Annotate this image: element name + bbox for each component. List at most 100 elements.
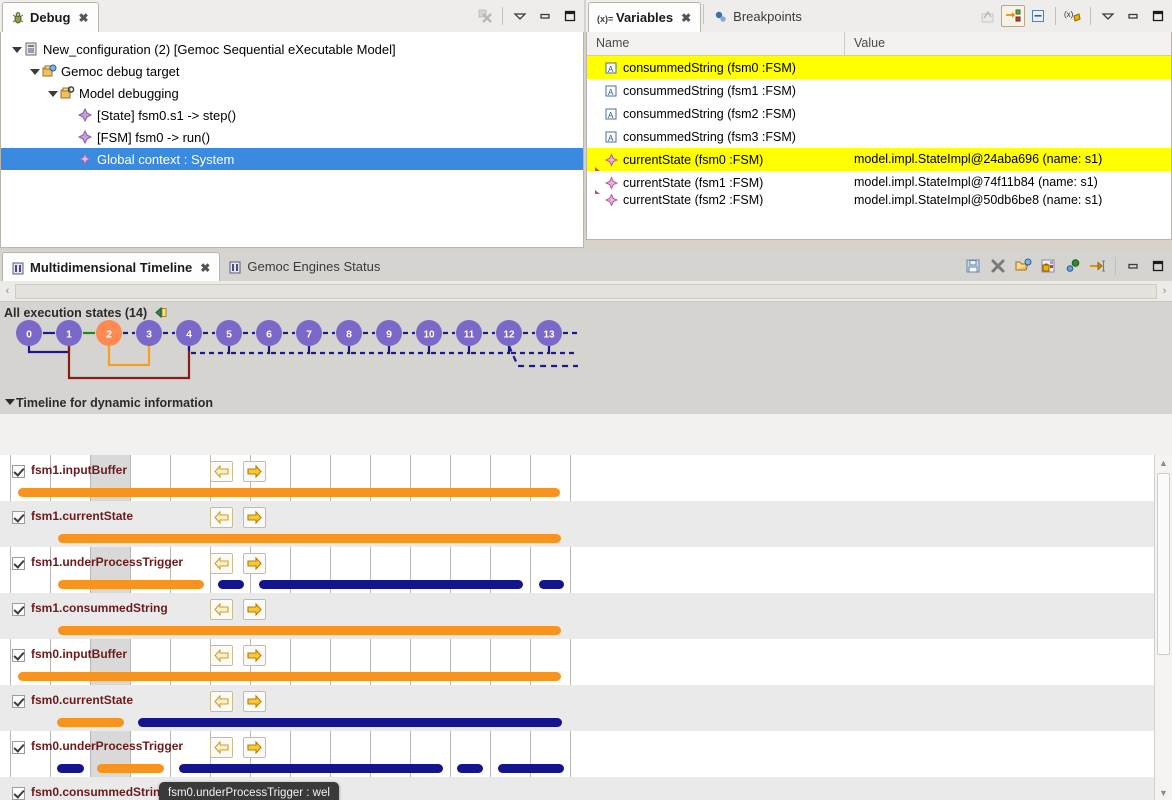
lock-icon[interactable] [1036, 255, 1060, 277]
tab-multidimensional-timeline[interactable]: Multidimensional Timeline ✖ [2, 252, 221, 283]
row-checkbox[interactable] [12, 787, 25, 800]
row-checkbox[interactable] [12, 557, 25, 570]
timeline-bar[interactable] [58, 534, 561, 543]
disconnect-icon[interactable] [473, 5, 497, 27]
next-value-button[interactable] [243, 553, 266, 574]
collapse-icon[interactable] [1026, 5, 1050, 27]
table-row[interactable]: A consummedString (fsm2 :FSM) [587, 102, 1171, 125]
timeline-bar[interactable] [498, 764, 564, 773]
view-menu-icon[interactable] [508, 5, 532, 27]
tree-item-3[interactable]: [State] fsm0.s1 -> step() [1, 104, 583, 126]
table-row[interactable]: currentState (fsm1 :FSM) model.impl.Stat… [587, 171, 1171, 194]
timeline-bar[interactable] [218, 580, 244, 589]
row-checkbox[interactable] [12, 695, 25, 708]
save-icon[interactable] [961, 255, 985, 277]
minimize-icon[interactable] [1121, 5, 1145, 27]
next-value-button[interactable] [243, 691, 266, 712]
jump-to-icon[interactable] [1086, 255, 1110, 277]
maximize-icon[interactable] [558, 5, 582, 27]
twisty-down-icon[interactable] [45, 86, 59, 100]
prev-value-button[interactable] [210, 691, 233, 712]
row-checkbox[interactable] [12, 741, 25, 754]
execution-states-graph[interactable]: 0 1 2 3 4 5 6 7 8 9 10 11 12 [0, 320, 1172, 394]
timeline-bar[interactable] [179, 764, 443, 773]
maximize-icon[interactable] [1146, 255, 1170, 277]
row-checkbox[interactable] [12, 649, 25, 662]
close-icon[interactable]: ✖ [200, 260, 211, 275]
tab-debug[interactable]: Debug ✖ [2, 2, 99, 33]
timeline-row[interactable]: fsm1.underProcessTrigger [0, 547, 1154, 593]
timeline-bar[interactable] [457, 764, 483, 773]
scroll-right-icon[interactable]: › [1162, 285, 1167, 297]
scrollbar-track[interactable] [15, 283, 1157, 299]
next-value-button[interactable] [243, 737, 266, 758]
scroll-down-icon[interactable]: ▼ [1159, 787, 1168, 798]
column-header-name[interactable]: Name [587, 32, 845, 55]
tree-item-1[interactable]: Gemoc debug target [1, 60, 583, 82]
twisty-down-icon[interactable] [27, 64, 41, 78]
scroll-up-icon[interactable]: ▲ [1159, 457, 1168, 468]
tree-item-0[interactable]: New_configuration (2) [Gemoc Sequential … [1, 38, 583, 60]
timeline-bar[interactable] [97, 764, 164, 773]
timeline-bar[interactable] [539, 580, 564, 589]
next-value-button[interactable] [243, 461, 266, 482]
scrollbar-thumb[interactable] [1157, 473, 1170, 655]
timeline-bar[interactable] [18, 672, 561, 681]
chevron-down-icon[interactable] [5, 399, 15, 405]
prev-value-button[interactable] [210, 645, 233, 666]
watch-expression-icon[interactable]: (x) [1061, 5, 1085, 27]
minimize-icon[interactable] [533, 5, 557, 27]
twisty-down-icon[interactable] [9, 42, 23, 56]
collapse-all-icon[interactable] [976, 5, 1000, 27]
open-icon[interactable] [1011, 255, 1035, 277]
timeline-row[interactable]: fsm1.consummedString [0, 593, 1154, 639]
column-header-value[interactable]: Value [854, 36, 886, 50]
maximize-icon[interactable] [1146, 5, 1170, 27]
tab-gemoc-engines-status[interactable]: Gemoc Engines Status [220, 251, 389, 282]
timeline-bar[interactable] [57, 718, 124, 727]
timeline-bar[interactable] [57, 764, 84, 773]
timeline-row[interactable]: fsm0.underProcessTrigger [0, 731, 1154, 777]
timeline-horizontal-scrollbar[interactable]: ‹ › [0, 281, 1172, 302]
timeline-row[interactable]: fsm0.currentState [0, 685, 1154, 731]
next-value-button[interactable] [243, 599, 266, 620]
minimize-icon[interactable] [1121, 255, 1145, 277]
prev-value-button[interactable] [210, 507, 233, 528]
table-row[interactable]: A consummedString (fsm0 :FSM) [587, 56, 1171, 79]
next-value-button[interactable] [243, 645, 266, 666]
table-row[interactable]: currentState (fsm0 :FSM) model.impl.Stat… [587, 148, 1171, 171]
timeline-section-header[interactable]: Timeline for dynamic information [0, 394, 1172, 414]
tab-variables[interactable]: (x)= Variables ✖ [588, 2, 702, 33]
delete-icon[interactable] [986, 255, 1010, 277]
timeline-row[interactable]: fsm1.inputBuffer [0, 455, 1154, 501]
scroll-left-icon[interactable]: ‹ [5, 285, 10, 297]
row-checkbox[interactable] [12, 603, 25, 616]
table-row[interactable]: A consummedString (fsm1 :FSM) [587, 79, 1171, 102]
next-value-button[interactable] [243, 507, 266, 528]
close-icon[interactable]: ✖ [78, 10, 89, 25]
row-checkbox[interactable] [12, 465, 25, 478]
tree-item-5[interactable]: Global context : System [1, 148, 583, 170]
tree-item-4[interactable]: [FSM] fsm0 -> run() [1, 126, 583, 148]
tab-breakpoints[interactable]: Breakpoints [706, 1, 811, 32]
show-logical-structure-icon[interactable] [1001, 5, 1025, 27]
table-row[interactable]: A consummedString (fsm3 :FSM) [587, 125, 1171, 148]
timeline-bar[interactable] [58, 580, 204, 589]
filter-states-icon[interactable] [154, 306, 169, 322]
tree-item-2[interactable]: Model debugging [1, 82, 583, 104]
table-row[interactable]: currentState (fsm2 :FSM) model.impl.Stat… [587, 194, 1171, 206]
close-icon[interactable]: ✖ [681, 10, 692, 25]
timeline-bar[interactable] [259, 580, 523, 589]
prev-value-button[interactable] [210, 553, 233, 574]
timeline-row[interactable]: fsm1.currentState [0, 501, 1154, 547]
row-checkbox[interactable] [12, 511, 25, 524]
prev-value-button[interactable] [210, 737, 233, 758]
timeline-row[interactable]: fsm0.inputBuffer [0, 639, 1154, 685]
timeline-bar[interactable] [58, 626, 561, 635]
timeline-vertical-scrollbar[interactable]: ▲ ▼ [1154, 455, 1172, 800]
prev-value-button[interactable] [210, 461, 233, 482]
bubbles-icon[interactable] [1061, 255, 1085, 277]
view-menu-icon[interactable] [1096, 5, 1120, 27]
prev-value-button[interactable] [210, 599, 233, 620]
timeline-bar[interactable] [138, 718, 562, 727]
